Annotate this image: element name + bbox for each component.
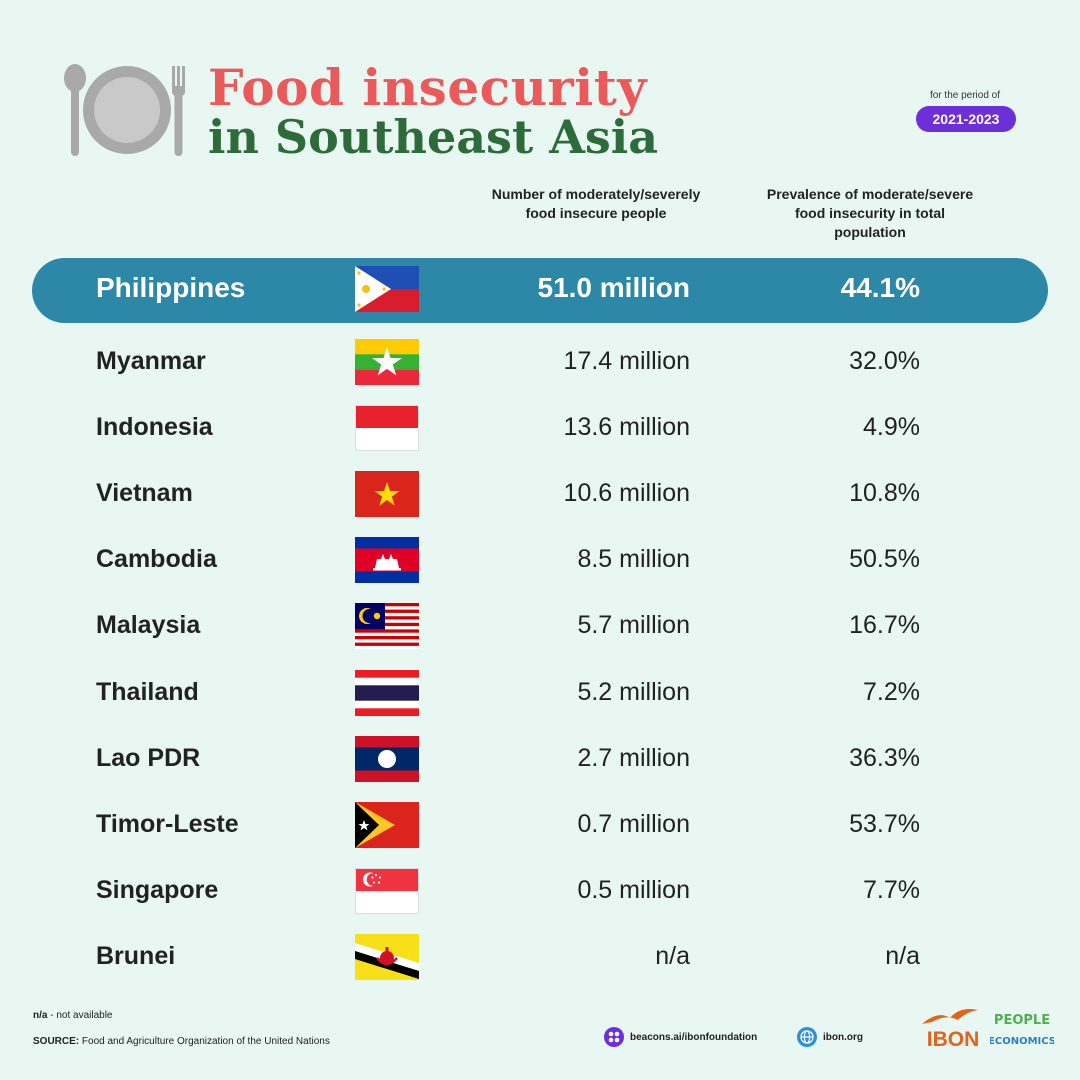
table-row-timor-leste: Timor-Leste 0.7 million 53.7% xyxy=(0,796,1080,856)
cambodia-flag-icon xyxy=(355,537,419,583)
country-name: Malaysia xyxy=(96,611,201,639)
table-row-philippines: Philippines 51.0 million 44.1% xyxy=(0,260,1080,320)
people-value: 17.4 million xyxy=(563,347,690,375)
table-row-thailand: Thailand 5.2 million 7.2% xyxy=(0,664,1080,724)
country-name: Timor-Leste xyxy=(96,810,239,838)
ibon-link-text[interactable]: ibon.org xyxy=(823,1031,863,1043)
prevalence-value: 32.0% xyxy=(849,347,920,375)
pe-logo-line1: PEOPLE xyxy=(994,1013,1050,1028)
column-header-prevalence: Prevalence of moderate/severe food insec… xyxy=(766,186,974,240)
prevalence-value: 44.1% xyxy=(840,272,920,303)
footnote-na: n/a - not available xyxy=(33,1010,113,1021)
table-row-myanmar: Myanmar 17.4 million 32.0% xyxy=(0,333,1080,393)
beacons-icon xyxy=(604,1027,624,1047)
table-row-indonesia: Indonesia 13.6 million 4.9% xyxy=(0,399,1080,459)
ibon-website-link[interactable]: ibon.org xyxy=(797,1027,863,1047)
country-name: Thailand xyxy=(96,678,199,706)
period-label: for the period of xyxy=(929,90,1001,101)
source-text: Food and Agriculture Organization of the… xyxy=(79,1036,330,1047)
column-header-people: Number of moderately/severely food insec… xyxy=(491,186,701,221)
table-row-vietnam: Vietnam 10.6 million 10.8% xyxy=(0,465,1080,525)
country-name: Singapore xyxy=(96,876,219,904)
prevalence-value: 50.5% xyxy=(849,545,920,573)
people-value: 10.6 million xyxy=(563,479,690,507)
prevalence-value: 7.2% xyxy=(863,678,920,706)
laos-flag-icon xyxy=(355,736,419,782)
prevalence-value: 36.3% xyxy=(849,744,920,772)
beacons-link-text[interactable]: beacons.ai/ibonfoundation xyxy=(630,1031,758,1043)
myanmar-flag-icon xyxy=(355,339,419,385)
table-row-lao-pdr: Lao PDR 2.7 million 36.3% xyxy=(0,730,1080,790)
people-value: 51.0 million xyxy=(537,272,691,303)
brunei-flag-icon xyxy=(355,934,419,980)
country-name: Cambodia xyxy=(96,545,217,573)
table-row-malaysia: Malaysia 5.7 million 16.7% xyxy=(0,597,1080,657)
philippines-flag-icon xyxy=(355,266,419,312)
highlight-bar xyxy=(32,258,1048,323)
singapore-flag-icon xyxy=(355,868,419,914)
country-name: Lao PDR xyxy=(96,744,201,772)
country-name: Indonesia xyxy=(96,413,213,441)
people-value: 0.5 million xyxy=(577,876,690,904)
plate-cutlery-icon xyxy=(64,64,185,156)
globe-icon xyxy=(797,1027,817,1047)
table-row-cambodia: Cambodia 8.5 million 50.5% xyxy=(0,531,1080,591)
vietnam-flag-icon xyxy=(355,471,419,517)
country-name: Philippines xyxy=(96,272,246,303)
footnote-text: - not available xyxy=(47,1010,113,1021)
footnote-abbr: n/a xyxy=(33,1010,48,1021)
prevalence-value: 7.7% xyxy=(863,876,920,904)
prevalence-value: 4.9% xyxy=(863,413,920,441)
pe-logo-line2: ECONOMICS xyxy=(990,1036,1054,1047)
people-value: n/a xyxy=(655,942,690,970)
source-line: SOURCE: Food and Agriculture Organizatio… xyxy=(33,1036,330,1047)
title-line-2: in Southeast Asia xyxy=(208,110,659,164)
beacons-link[interactable]: beacons.ai/ibonfoundation xyxy=(604,1027,757,1047)
country-name: Vietnam xyxy=(96,479,193,507)
people-economics-logo: PEOPLE ECONOMICS xyxy=(990,1013,1054,1047)
ibon-logo-text: IBON xyxy=(927,1028,980,1050)
people-value: 13.6 million xyxy=(563,413,690,441)
source-label: SOURCE: xyxy=(33,1036,80,1047)
country-name: Brunei xyxy=(96,942,176,970)
prevalence-value: 10.8% xyxy=(849,479,920,507)
timor-leste-flag-icon xyxy=(355,802,419,848)
title-line-1: Food insecurity xyxy=(208,58,647,117)
people-value: 0.7 million xyxy=(577,810,690,838)
thailand-flag-icon xyxy=(355,670,419,716)
country-name: Myanmar xyxy=(96,347,206,375)
people-value: 2.7 million xyxy=(577,744,690,772)
prevalence-value: 16.7% xyxy=(849,611,920,639)
people-value: 8.5 million xyxy=(577,545,690,573)
prevalence-value: n/a xyxy=(885,942,920,970)
people-value: 5.7 million xyxy=(577,611,690,639)
people-value: 5.2 million xyxy=(577,678,690,706)
period-badge: 2021-2023 xyxy=(916,106,1016,132)
ibon-logo: IBON xyxy=(922,1009,980,1050)
table-row-brunei: Brunei n/a n/a xyxy=(0,928,1080,988)
table-row-singapore: Singapore 0.5 million 7.7% xyxy=(0,862,1080,922)
malaysia-flag-icon xyxy=(355,603,419,649)
prevalence-value: 53.7% xyxy=(849,810,920,838)
indonesia-flag-icon xyxy=(355,405,419,451)
